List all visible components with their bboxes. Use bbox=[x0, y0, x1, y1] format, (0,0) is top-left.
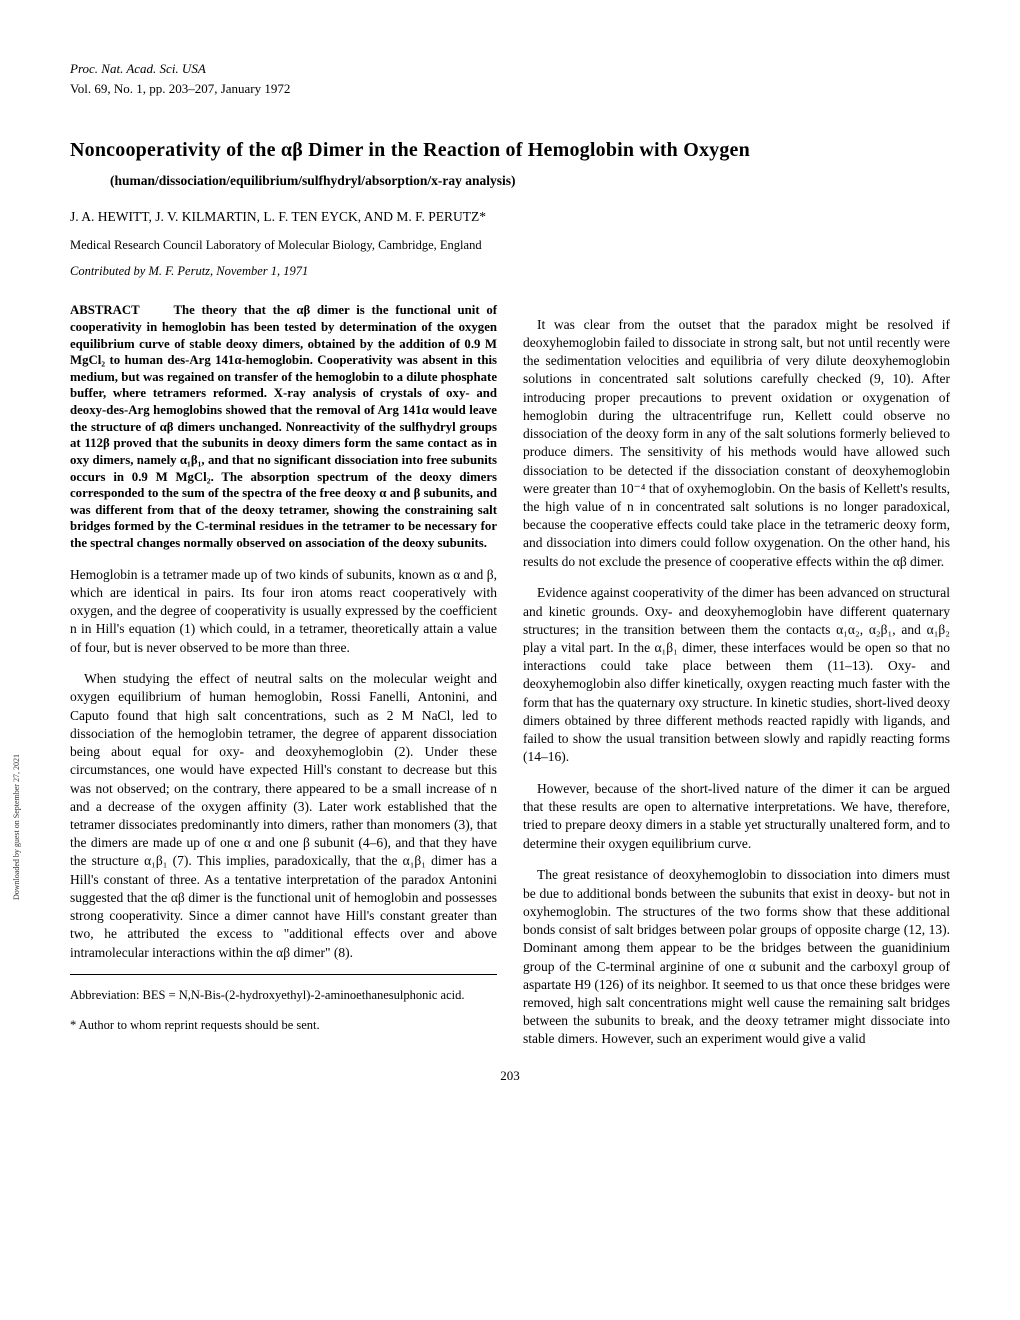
paragraph: However, because of the short-lived natu… bbox=[523, 780, 950, 853]
paragraph: The great resistance of deoxyhemoglobin … bbox=[523, 866, 950, 1048]
body-columns: ABSTRACT The theory that the αβ dimer is… bbox=[70, 302, 950, 1048]
footnote-rule bbox=[70, 974, 497, 975]
paragraph: It was clear from the outset that the pa… bbox=[523, 316, 950, 571]
footnote-abbreviation: Abbreviation: BES = N,N-Bis-(2-hydroxyet… bbox=[70, 987, 497, 1004]
contributed-line: Contributed by M. F. Perutz, November 1,… bbox=[70, 263, 950, 280]
authors: J. A. HEWITT, J. V. KILMARTIN, L. F. TEN… bbox=[70, 208, 950, 226]
journal-name: Proc. Nat. Acad. Sci. USA bbox=[70, 60, 950, 78]
page-number: 203 bbox=[70, 1067, 950, 1085]
article-title: Noncooperativity of the αβ Dimer in the … bbox=[70, 137, 950, 164]
paragraph: When studying the effect of neutral salt… bbox=[70, 670, 497, 962]
abstract-label: ABSTRACT bbox=[70, 303, 140, 317]
abstract-text: The theory that the αβ dimer is the func… bbox=[70, 303, 497, 550]
affiliation: Medical Research Council Laboratory of M… bbox=[70, 237, 950, 254]
column-left: ABSTRACT The theory that the αβ dimer is… bbox=[70, 302, 497, 1048]
abstract: ABSTRACT The theory that the αβ dimer is… bbox=[70, 302, 497, 551]
paragraph: Evidence against cooperativity of the di… bbox=[523, 584, 950, 766]
download-watermark: Downloaded by guest on September 27, 202… bbox=[12, 754, 23, 900]
footnote-correspondence: * Author to whom reprint requests should… bbox=[70, 1017, 497, 1034]
article-subtitle: (human/dissociation/equilibrium/sulfhydr… bbox=[110, 172, 950, 190]
column-right: It was clear from the outset that the pa… bbox=[523, 302, 950, 1048]
volume-info: Vol. 69, No. 1, pp. 203–207, January 197… bbox=[70, 80, 950, 98]
paragraph: Hemoglobin is a tetramer made up of two … bbox=[70, 566, 497, 657]
